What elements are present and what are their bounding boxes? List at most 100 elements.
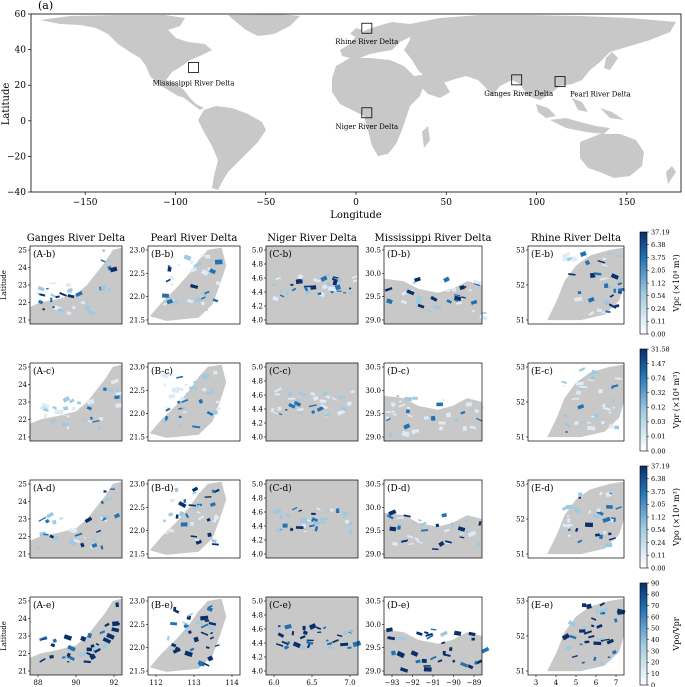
channel-patch [114, 395, 120, 400]
channel-patch [569, 634, 577, 640]
channel-patch [195, 297, 202, 303]
panel-y-tick-label: 23.0 [129, 247, 145, 255]
channel-patch [167, 266, 172, 272]
panel-y-tick-label: 5.0 [252, 247, 263, 255]
panel-y-tick-label: 4.2 [252, 420, 263, 428]
channel-patch [59, 292, 67, 297]
channel-patch [67, 644, 76, 652]
channel-patch [608, 532, 612, 536]
channel-patch [270, 407, 275, 413]
panel-y-tick-label: 30.5 [365, 247, 381, 255]
channel-patch [425, 632, 433, 637]
channel-patch [334, 284, 341, 291]
channel-patch [86, 406, 92, 411]
channel-patch [195, 539, 202, 545]
channel-patch [563, 422, 572, 428]
channel-patch [190, 522, 194, 526]
channel-patch [80, 635, 87, 642]
panel-y-tick-label: 21 [18, 551, 27, 559]
channel-patch [391, 650, 396, 656]
channel-patch [590, 415, 595, 418]
channel-patch [567, 620, 576, 627]
colorbar-tick-label: 1.47 [651, 360, 665, 368]
channel-patch [449, 647, 453, 652]
channel-patch [407, 535, 414, 539]
channel-patch [443, 528, 450, 533]
panel-y-tick-label: 4.6 [252, 509, 264, 517]
world-x-tick-label: 100 [528, 198, 545, 208]
channel-patch [206, 411, 214, 416]
channel-patch [107, 287, 112, 292]
panel-x-tick-label: 4 [554, 679, 559, 687]
channel-patch [67, 288, 73, 294]
channel-patch [52, 638, 58, 643]
panel-y-tick-label: 22.5 [129, 387, 145, 395]
channel-patch [36, 545, 41, 549]
channel-patch [402, 637, 406, 642]
channel-patch [50, 418, 57, 425]
channel-patch [86, 309, 96, 316]
channel-patch [83, 537, 87, 539]
channel-patch [186, 612, 194, 618]
channel-patch [567, 528, 571, 532]
panel-land-area [547, 481, 624, 555]
delta-panel-b-e: (B-e)21.522.022.523.0112113114Longitude [129, 596, 241, 687]
channel-patch [200, 623, 209, 629]
channel-patch [423, 665, 431, 667]
channel-patch [209, 636, 215, 640]
channel-patch [596, 308, 603, 313]
channel-patch [469, 425, 477, 430]
channel-patch [189, 386, 198, 391]
channel-patch [441, 641, 446, 645]
channel-patch [103, 490, 107, 493]
column-title: Pearl River Delta [151, 233, 238, 244]
channel-patch [210, 631, 214, 635]
channel-patch [204, 496, 212, 498]
delta-marker-label: Rhine River Delta [335, 38, 398, 46]
channel-patch [587, 421, 591, 424]
channel-patch [578, 367, 586, 372]
channel-patch [584, 522, 593, 528]
channel-patch [202, 387, 207, 392]
channel-patch [599, 607, 608, 613]
panel-y-tick-label: 52 [516, 633, 525, 641]
colorbar-tick-label: 30 [651, 647, 659, 655]
channel-patch [565, 430, 568, 434]
delta-panel-d-c: (D-c) 29.0 29.5 30.0 30.5 [365, 362, 485, 442]
channel-patch [585, 603, 592, 610]
channel-patch [302, 630, 308, 636]
channel-patch [614, 425, 620, 430]
panel-y-tick-label: 25 [18, 481, 27, 489]
channel-patch [165, 407, 171, 412]
channel-patch [102, 387, 107, 392]
channel-patch [388, 509, 397, 516]
panel-label: (C-d) [269, 483, 292, 494]
delta-panel-e-b: (E-b) 51 52 53 [516, 245, 625, 325]
channel-patch [69, 398, 75, 404]
channel-patch [278, 413, 283, 416]
channel-patch [204, 619, 210, 622]
channel-patch [39, 531, 47, 538]
channel-patch [302, 625, 306, 631]
panel-label: (D-c) [387, 366, 410, 377]
panel-y-tick-label: 21.5 [129, 668, 145, 676]
channel-patch [387, 636, 396, 641]
world-y-axis-label: Latitude [1, 83, 12, 126]
channel-patch [91, 419, 100, 423]
panel-x-tick-label: 5 [574, 679, 578, 687]
channel-patch [336, 634, 343, 638]
colorbar-tick-label: 1.12 [651, 513, 665, 521]
channel-patch [315, 626, 322, 630]
channel-patch [610, 518, 614, 523]
channel-patch [602, 299, 610, 306]
channel-patch [189, 647, 195, 652]
channel-patch [174, 487, 179, 493]
panel-y-tick-label: 29.5 [365, 527, 381, 535]
channel-patch [306, 644, 311, 649]
channel-patch [86, 647, 92, 652]
panel-y-tick-label: 4.4 [252, 406, 264, 414]
channel-patch [317, 631, 322, 633]
channel-patch [442, 650, 446, 655]
channel-patch [274, 393, 280, 396]
channel-patch [451, 287, 457, 293]
